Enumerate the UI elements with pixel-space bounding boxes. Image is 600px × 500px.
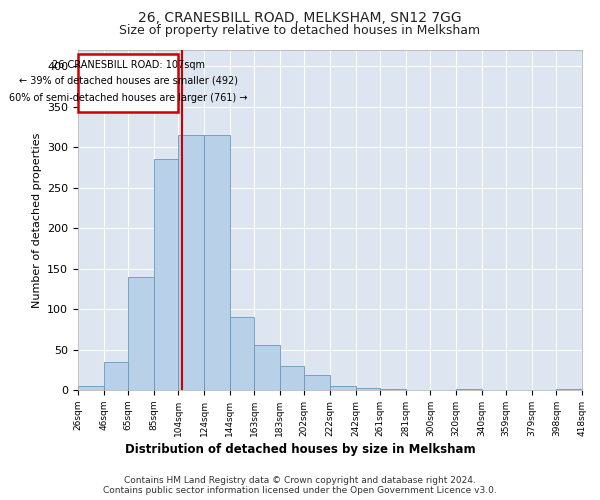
Bar [304,376,330,390]
Text: Contains HM Land Registry data © Crown copyright and database right 2024.: Contains HM Land Registry data © Crown c… [124,476,476,485]
Bar [280,366,304,390]
Text: 60% of semi-detached houses are larger (761) →: 60% of semi-detached houses are larger (… [9,93,247,103]
Bar [128,276,154,390]
Bar [330,386,356,390]
Bar [380,389,406,390]
Bar [356,388,380,390]
Text: Size of property relative to detached houses in Melksham: Size of property relative to detached ho… [119,24,481,37]
Bar [104,362,128,390]
Bar [254,346,280,390]
Y-axis label: Number of detached properties: Number of detached properties [32,132,41,308]
Text: 26 CRANESBILL ROAD: 107sqm: 26 CRANESBILL ROAD: 107sqm [52,60,205,70]
Text: Contains public sector information licensed under the Open Government Licence v3: Contains public sector information licen… [103,486,497,495]
Bar [204,135,230,390]
Bar [78,386,104,390]
Text: ← 39% of detached houses are smaller (492): ← 39% of detached houses are smaller (49… [19,76,238,86]
Bar [230,317,254,390]
Bar [154,160,178,390]
Text: 26, CRANESBILL ROAD, MELKSHAM, SN12 7GG: 26, CRANESBILL ROAD, MELKSHAM, SN12 7GG [138,11,462,25]
Text: Distribution of detached houses by size in Melksham: Distribution of detached houses by size … [125,442,475,456]
Bar [556,389,582,390]
Bar [456,389,482,390]
Bar [78,54,178,112]
Bar [178,135,204,390]
